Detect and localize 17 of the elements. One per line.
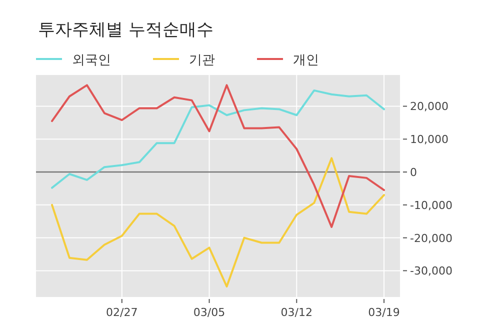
x-tick-label: 02/27 <box>106 306 138 319</box>
legend-label: 외국인 <box>72 53 111 68</box>
y-tick-label: -30,000 <box>410 264 452 278</box>
line-series <box>51 157 385 288</box>
y-tick-label: 10,000 <box>410 133 448 146</box>
legend-label: 개인 <box>293 53 319 68</box>
y-tick-label: -20,000 <box>410 232 452 245</box>
y-tick-label: 0 <box>410 166 417 180</box>
x-tick-label: 03/12 <box>280 306 312 319</box>
x-tick-label: 03/05 <box>193 306 226 319</box>
y-tick-label: 20,000 <box>410 100 448 114</box>
legend-label: 기관 <box>189 53 215 68</box>
chart-title: 투자주체별 누적순매수 <box>38 20 214 40</box>
line-series <box>51 89 385 189</box>
y-tick-label: -10,000 <box>410 198 452 212</box>
line-series <box>51 84 385 228</box>
x-tick-label: 03/19 <box>368 306 400 319</box>
